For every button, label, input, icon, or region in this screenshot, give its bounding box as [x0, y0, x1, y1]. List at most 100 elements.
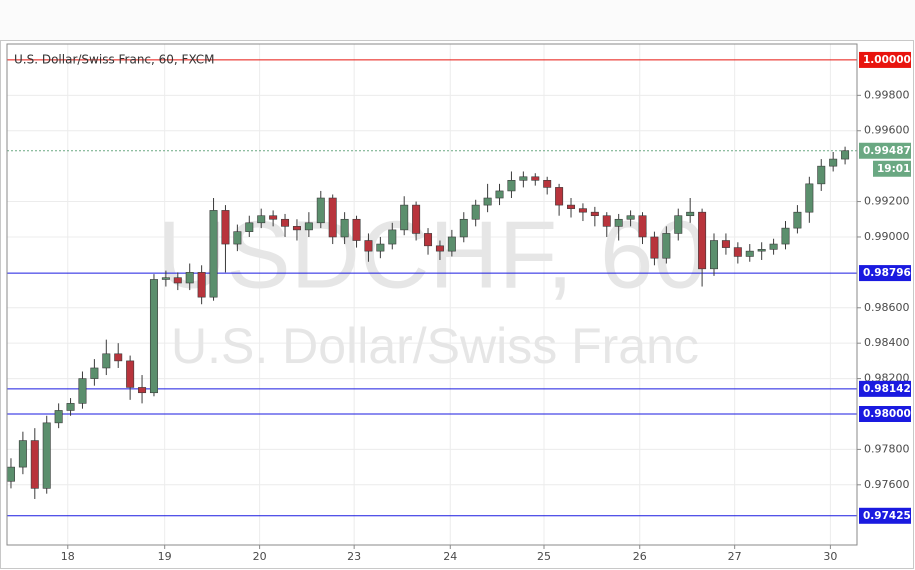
candle-body [42, 422, 51, 489]
x-tick-label: 23 [347, 550, 361, 563]
candle-body [209, 210, 218, 298]
candle-body [626, 215, 635, 220]
candle-body [733, 247, 742, 257]
candle-body [805, 183, 814, 213]
candle-body [757, 249, 766, 252]
candle-body [138, 387, 147, 394]
level-label: 0.99487 [863, 145, 911, 157]
level-label: 0.97425 [863, 510, 911, 522]
candle-body [519, 176, 528, 181]
candle-body [781, 227, 790, 245]
candle-body [233, 231, 242, 245]
x-tick-label: 24 [443, 550, 457, 563]
candle-body [662, 233, 671, 259]
level-label: 0.98796 [863, 267, 911, 279]
candle-body [149, 279, 158, 394]
candle-body [817, 165, 826, 185]
candle-body [435, 245, 444, 252]
y-tick-label: 0.99800 [864, 88, 910, 101]
countdown: 19:01 [877, 163, 910, 175]
axes-layer: 0.976000.978000.982000.984000.986000.990… [61, 51, 911, 563]
x-tick-label: 18 [61, 550, 75, 563]
levels-layer [7, 59, 857, 517]
x-tick-label: 27 [728, 550, 742, 563]
candle-body [114, 353, 123, 362]
candle-body [567, 204, 576, 209]
candle-body [316, 197, 325, 224]
level-label-box [859, 380, 911, 397]
candle-body [590, 211, 599, 217]
y-tick-label: 0.97800 [864, 442, 910, 455]
countdown-box [873, 160, 911, 177]
y-tick-label: 0.99600 [864, 124, 910, 137]
candle-body [495, 190, 504, 199]
candle-body [674, 215, 683, 234]
level-label-box [859, 142, 911, 159]
candle-body [388, 229, 397, 245]
y-tick-label: 0.98400 [864, 336, 910, 349]
candle-body [793, 211, 802, 229]
x-tick-label: 20 [253, 550, 267, 563]
candle-body [197, 272, 206, 298]
y-tick-label: 0.99000 [864, 230, 910, 243]
watermark-subtitle: U.S. Dollar/Swiss Franc [171, 318, 699, 374]
candle-body [710, 240, 719, 270]
top-strip [0, 0, 915, 40]
y-tick-label: 0.99200 [864, 195, 910, 208]
candle-body [102, 353, 111, 369]
candles-layer [7, 146, 850, 499]
candle-body [352, 218, 361, 241]
level-label-box [859, 265, 911, 282]
chart-title: U.S. Dollar/Swiss Franc, 60, FXCM [14, 53, 215, 67]
x-tick-label: 19 [158, 550, 172, 563]
candle-body [412, 204, 421, 234]
candle-body [531, 176, 540, 181]
y-tick-label: 0.98600 [864, 301, 910, 314]
candle-body [281, 218, 290, 227]
level-label: 0.98000 [863, 408, 911, 420]
candle-body [364, 240, 373, 252]
candle-body [376, 243, 385, 252]
candle-body [340, 218, 349, 238]
candle-body [173, 277, 182, 284]
level-label-box [859, 405, 911, 422]
candle-body [447, 236, 456, 252]
candle-body [54, 410, 63, 424]
x-tick-label: 26 [633, 550, 647, 563]
candle-body [721, 240, 730, 248]
x-tick-label: 30 [823, 550, 837, 563]
candle-body [30, 440, 39, 489]
candle-body [650, 236, 659, 259]
candle-body [257, 215, 266, 224]
candle-body [507, 180, 516, 192]
candle-body [745, 250, 754, 257]
candle-body [555, 187, 564, 206]
candle-body [483, 197, 492, 206]
candle-body [698, 211, 707, 270]
candle-body [424, 233, 433, 247]
candle-body [161, 277, 170, 280]
candle-body [602, 215, 611, 227]
outer-frame [0, 40, 914, 569]
grid-layer [7, 44, 857, 545]
candle-body [66, 403, 75, 411]
candle-body [269, 215, 278, 220]
level-label: 0.98142 [863, 383, 911, 395]
candle-body [769, 243, 778, 250]
candle-body [614, 218, 623, 227]
candle-body [459, 218, 468, 238]
candle-body [304, 222, 313, 231]
candle-body [578, 208, 587, 213]
candle-body [245, 222, 254, 232]
candle-body [543, 180, 552, 188]
candle-body [841, 150, 850, 160]
candle-body [185, 272, 194, 284]
candle-body [7, 466, 15, 482]
candle-body [638, 215, 647, 238]
candle-body [90, 367, 99, 379]
watermark: USDCHF, 60 [157, 201, 706, 308]
candle-body [686, 211, 695, 217]
candle-body [126, 360, 135, 388]
